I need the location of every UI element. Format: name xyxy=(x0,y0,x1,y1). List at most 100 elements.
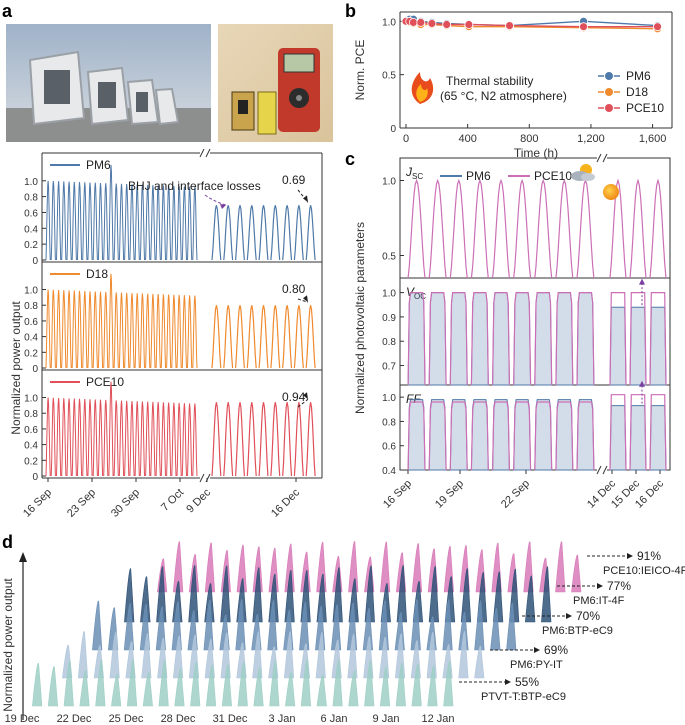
panel-c-legend-pm6: PM6 xyxy=(466,169,491,183)
panel-b-point-pce10 xyxy=(416,17,426,27)
panel-b-point-pce10 xyxy=(442,20,452,29)
panel-d-retention-arrowhead xyxy=(627,553,633,559)
panel-d-area-ptvt-t-btp-ec9 xyxy=(32,659,454,707)
panel-d-retention-3: 69% xyxy=(544,643,568,657)
panel-c-pce10-line xyxy=(555,401,574,471)
panel-c-pm6-area xyxy=(492,399,510,471)
panel-d-area-pce10-ieico-4f xyxy=(157,541,582,593)
panel-a-annotation: BHJ and interface losses xyxy=(128,179,261,193)
panel-d-series-label-3: PM6:PY-IT xyxy=(510,659,563,671)
panel-a-xtick-label: 16 Dec xyxy=(269,486,302,519)
panel-a-end-label-pce10: 0.94 xyxy=(282,390,306,404)
panel-d-retention-0: 91% xyxy=(637,549,661,563)
panel-d-xtick-label: 19 Dec xyxy=(5,713,40,725)
panel-c-pce10-line xyxy=(513,401,532,471)
panel-a-legend-pm6: PM6 xyxy=(86,158,111,172)
panel-c-pce10-line xyxy=(576,401,595,471)
panel-c-break-gap xyxy=(597,154,607,162)
panel-b-xtick-label: 800 xyxy=(520,133,538,145)
panel-b-title: Thermal stability xyxy=(446,74,533,88)
panel-b-legend-pm6: PM6 xyxy=(626,69,651,83)
panel-c-legend-pce10: PCE10 xyxy=(534,169,572,183)
panel-c-chart: Normalized photovoltaic parameters 0.5 1.… xyxy=(353,153,671,511)
panel-a-end-arrowhead xyxy=(303,392,308,400)
panel-a-ytick-label: 0.8 xyxy=(24,409,38,420)
panel-c-pm6-area xyxy=(407,399,426,471)
panel-d-area-pm6-it-4f xyxy=(124,565,552,623)
panel-d-series-label-0: PCE10:IEICO-4F xyxy=(603,565,685,577)
multimeter-photo xyxy=(218,24,333,142)
panel-d-retention-1: 77% xyxy=(607,579,631,593)
panel-b-legend-marker xyxy=(604,87,614,97)
panel-b-legend: PM6 D18 PCE10 xyxy=(598,69,664,115)
panel-d-retention-arrowhead xyxy=(534,647,540,653)
panel-a-annotation-arrow xyxy=(204,194,227,206)
panel-d-retention-2: 70% xyxy=(576,609,600,623)
panel-c-pce10-line xyxy=(470,292,489,386)
panel-label-a: a xyxy=(2,1,13,21)
panel-a-ytick-label: 0.6 xyxy=(24,317,38,328)
panel-b-point-pce10 xyxy=(427,19,437,28)
panel-c-jsc-pce10-dec-peak xyxy=(629,178,647,279)
panel-c-pm6-area xyxy=(407,292,426,386)
panel-c-ytick-label: 1.0 xyxy=(382,177,396,188)
panel-b-yticks: 0 0.5 1.0 xyxy=(382,17,404,135)
up-arrow-icon xyxy=(19,552,27,562)
panel-a-end-arrowhead xyxy=(303,295,308,303)
panel-a-ytick-label: 0.2 xyxy=(24,348,38,359)
panel-a-ytick-label: 0.4 xyxy=(24,333,38,344)
cloud-sun-icon xyxy=(571,164,595,181)
panel-a-ylabel: Normalized power output xyxy=(9,301,23,435)
panel-c-pm6-area xyxy=(555,399,574,471)
panel-b-legend-pce10: PCE10 xyxy=(626,101,664,115)
panel-a-legend-pce10: PCE10 xyxy=(86,375,124,389)
panel-c-pce10-dec-line xyxy=(609,394,627,471)
outdoor-photo xyxy=(6,24,211,142)
panel-c-jsc-pce10-peak xyxy=(449,178,468,279)
panel-a-ytick-label: 0.8 xyxy=(24,193,38,204)
panel-a-series-d18-dec xyxy=(211,305,316,369)
panel-b-ylabel: Norm. PCE xyxy=(353,40,367,101)
panel-a-end-arrow xyxy=(297,189,309,203)
panel-b-chart: Norm. PCE Time (h) 0 0.5 1.0 0 400 800 1,200 1… xyxy=(353,11,673,160)
panel-c-pm6-area xyxy=(534,292,553,386)
panel-a-plot: 0 0.2 0.4 0.6 0.8 1.0 PM6 0.69 0 0.2 0.4 0.6 0.8 1.0 D… xyxy=(24,158,316,483)
panel-d-series-label-1: PM6:IT-4F xyxy=(573,595,625,607)
panel-c-pce10-line xyxy=(470,401,489,471)
panel-c-pce10-line xyxy=(492,292,510,386)
panel-c-jsc-pce10-dec-peak xyxy=(649,178,667,279)
panel-d-xtick-label: 28 Dec xyxy=(161,713,196,725)
panel-a-ytick-label: 0.6 xyxy=(24,208,38,219)
panel-c-ytick-label: 0.4 xyxy=(382,466,396,477)
panel-d-retention-arrowhead xyxy=(505,679,511,685)
panel-a-break xyxy=(199,148,211,483)
panel-a-ytick-label: 0.4 xyxy=(24,441,38,452)
panel-d-chart: Normalized power output 91% PCE10:IEICO-4… xyxy=(1,541,685,725)
panel-c-xtick-label: 19 Sep xyxy=(433,478,466,511)
panel-c-jsc-pce10-dec-peak xyxy=(609,178,627,279)
panel-a-ytick-label: 0 xyxy=(32,364,38,375)
panel-a-ytick-label: 0.8 xyxy=(24,301,38,312)
panel-c-break xyxy=(596,153,602,163)
panel-c-break-gap xyxy=(597,466,607,474)
panel-b-ytick-label: 0 xyxy=(390,124,396,135)
panel-c-pm6-area xyxy=(428,399,447,471)
panel-c-pce10-line xyxy=(428,401,447,471)
panel-c-pce10-line xyxy=(407,292,426,386)
panel-c-pce10-line xyxy=(513,292,532,386)
panel-a-xtick-label: 7 Oct xyxy=(159,487,186,514)
panel-a-end-label-d18: 0.80 xyxy=(282,282,306,296)
panel-d-area-pm6-py-it xyxy=(62,631,485,679)
panel-b-legend-marker xyxy=(604,103,614,113)
panel-d-series-label-2: PM6:BTP-eC9 xyxy=(542,625,613,637)
panel-b-subtitle: (65 °C, N2 atmosphere) xyxy=(440,89,567,103)
panel-c-gain-arrowhead xyxy=(639,278,645,285)
panel-d-xticks: 19 Dec 22 Dec 25 Dec 28 Dec 31 Dec 3 Jan 6 Jan… xyxy=(5,713,455,725)
panel-d-retention-arrowhead xyxy=(566,613,572,619)
panel-d-xtick-label: 22 Dec xyxy=(57,713,92,725)
panel-c-subplot-label: JSC xyxy=(405,165,423,181)
panel-c-pm6-area xyxy=(470,399,489,471)
panel-d-series-label-4: PTVT-T:BTP-eC9 xyxy=(481,691,566,703)
